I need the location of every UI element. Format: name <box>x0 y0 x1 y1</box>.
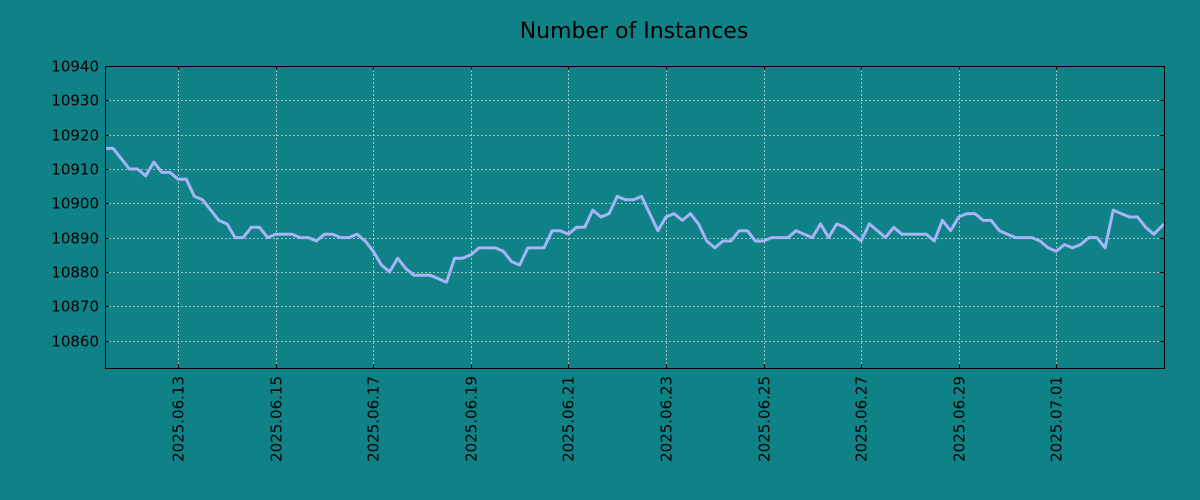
chart-title: Number of Instances <box>520 19 749 44</box>
series-layer <box>105 146 1166 284</box>
x-tick-label: 2025.06.27 <box>853 376 871 462</box>
x-tick-label: 2025.06.15 <box>268 376 286 462</box>
y-tick-label: 10900 <box>51 195 99 213</box>
x-tick-label: 2025.06.25 <box>756 376 774 462</box>
x-tick-label: 2025.06.17 <box>365 376 383 462</box>
x-tick-label: 2025.06.23 <box>658 376 676 462</box>
plot-frame <box>105 66 1165 369</box>
x-tick-label: 2025.06.13 <box>170 376 188 462</box>
y-tick-label: 10890 <box>51 230 99 248</box>
y-axis-tick-labels: 10860 10870 10880 10890 10900 10910 10920 10930… <box>51 58 99 351</box>
y-tick-label: 10870 <box>51 298 99 316</box>
x-axis-tick-labels: 2025.06.13 2025.06.15 2025.06.17 2025.06.19… <box>170 376 1066 462</box>
tick-marks <box>105 66 1164 368</box>
y-tick-label: 10910 <box>51 161 99 179</box>
y-tick-label: 10940 <box>51 58 99 76</box>
y-tick-label: 10920 <box>51 127 99 145</box>
y-tick-label: 10880 <box>51 264 99 282</box>
x-tick-label: 2025.07.01 <box>1048 376 1066 462</box>
x-tick-label: 2025.06.29 <box>951 376 969 462</box>
y-tick-label: 10930 <box>51 92 99 110</box>
series-line <box>105 146 1166 284</box>
x-tick-label: 2025.06.21 <box>560 376 578 462</box>
grid-lines <box>105 66 1164 368</box>
y-tick-label: 10860 <box>51 333 99 351</box>
x-tick-label: 2025.06.19 <box>463 376 481 462</box>
